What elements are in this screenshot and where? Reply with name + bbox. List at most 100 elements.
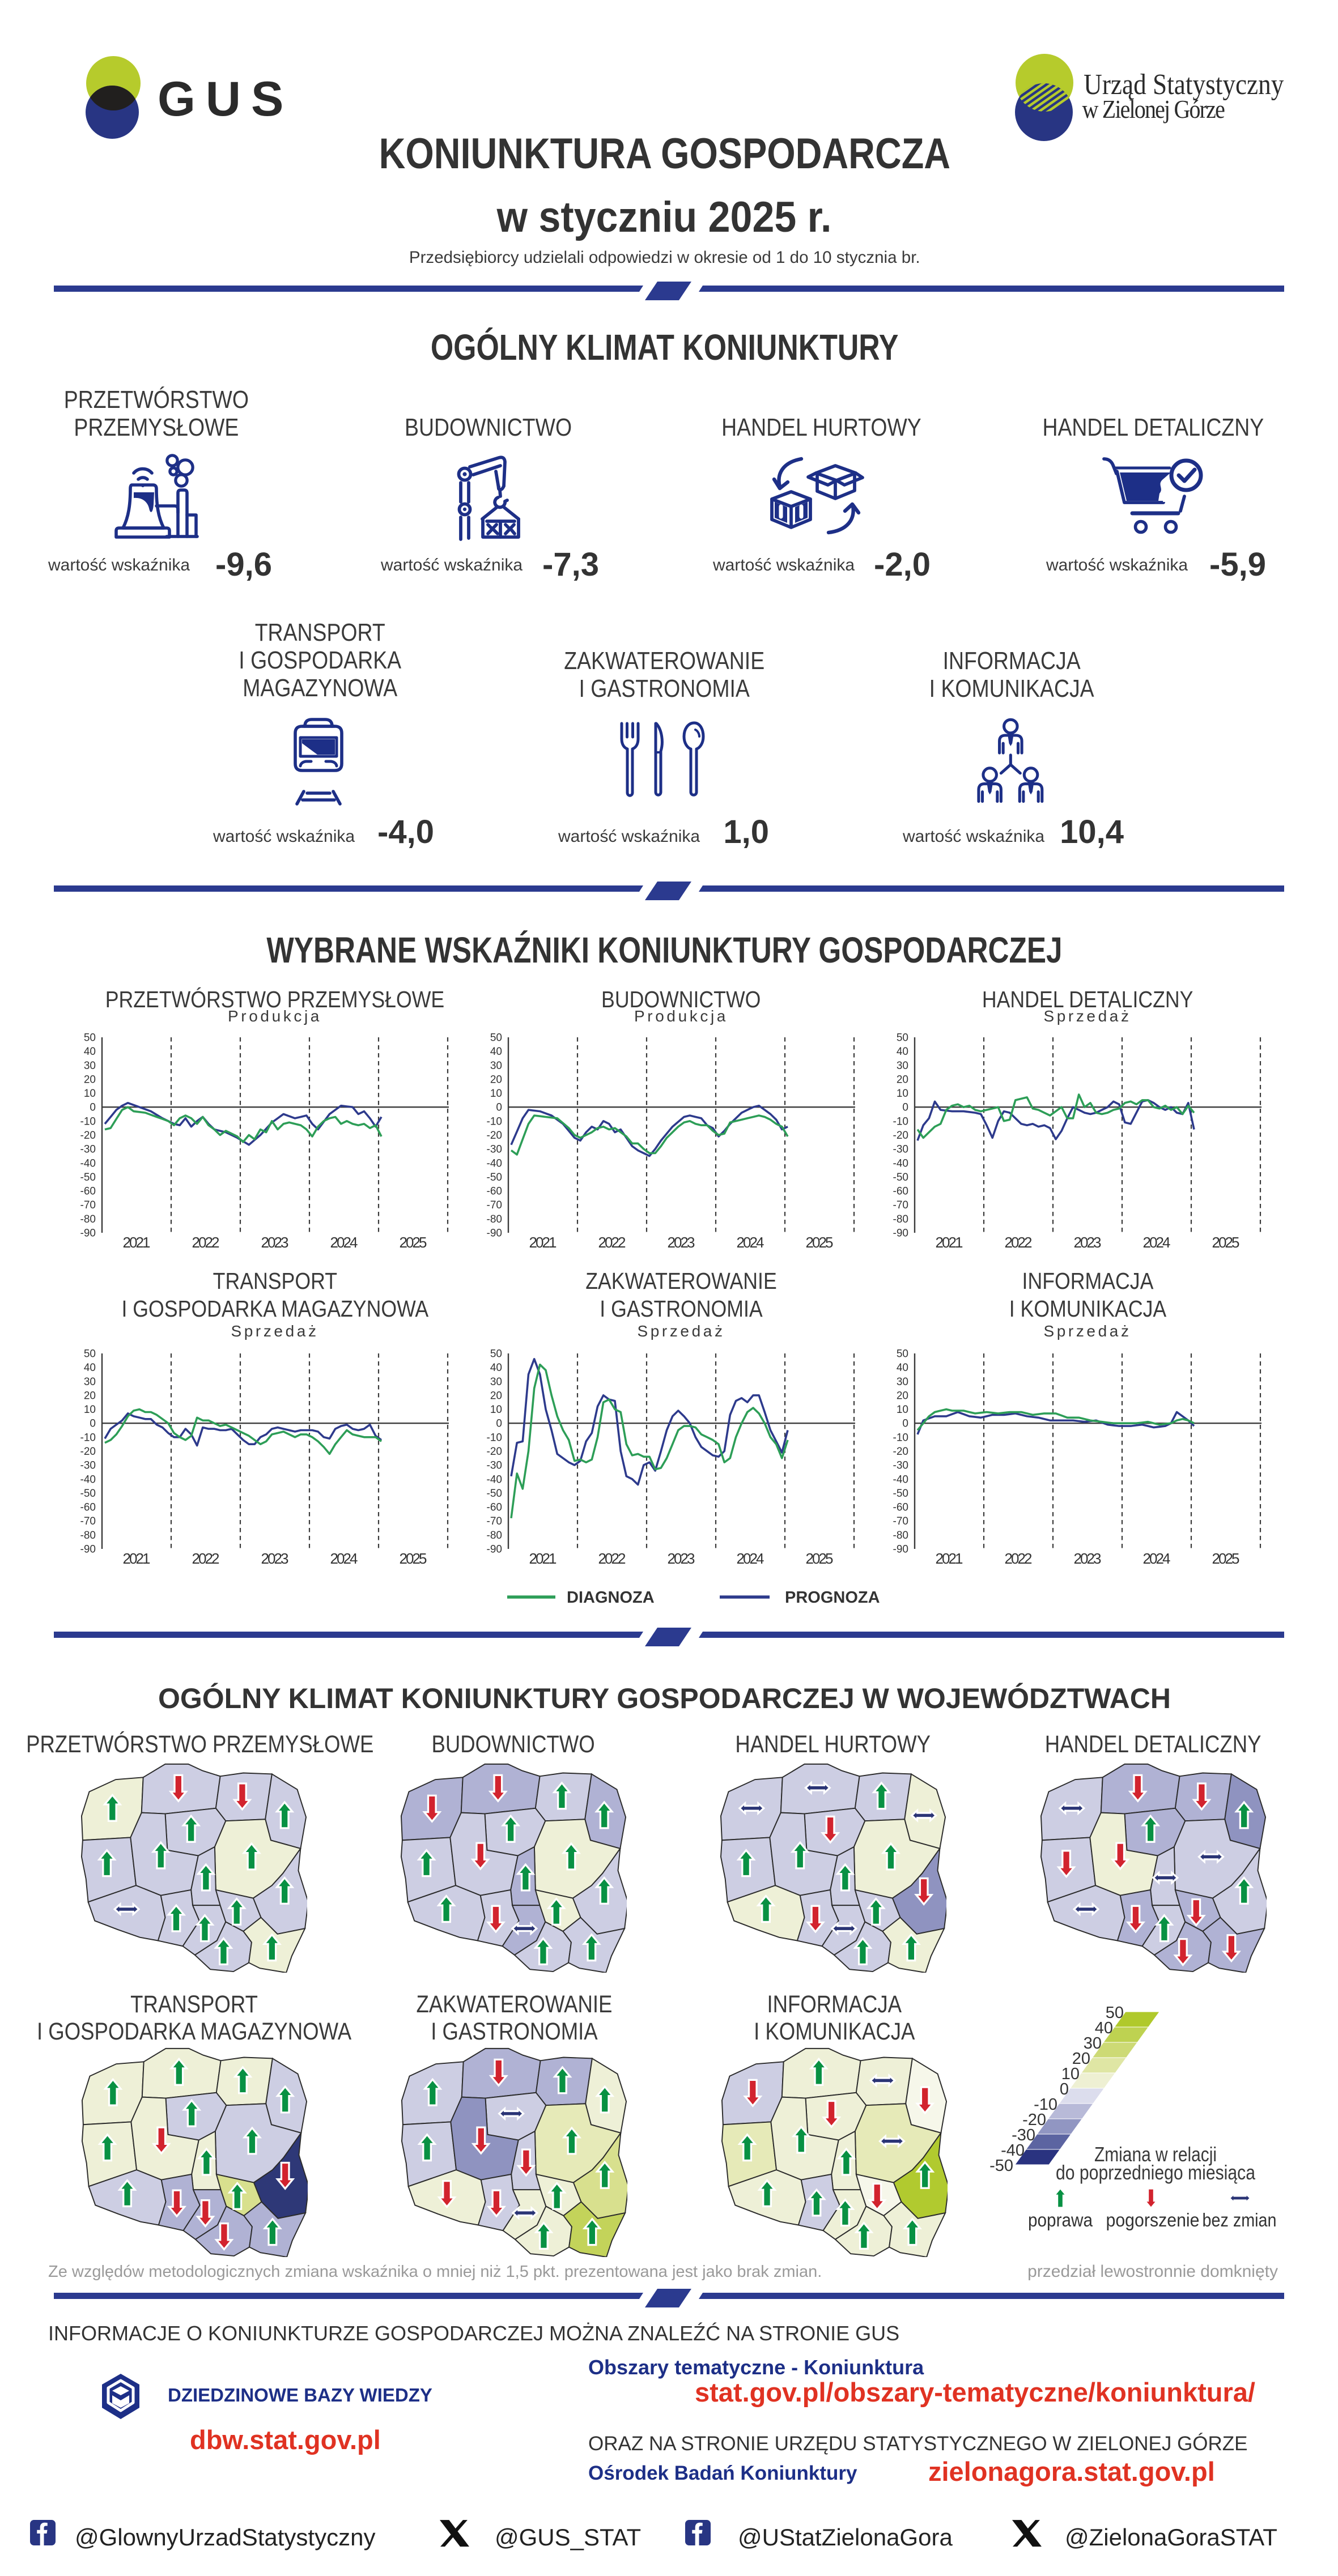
svg-text:2021: 2021: [123, 1550, 151, 1567]
svg-text:2021: 2021: [529, 1550, 557, 1567]
svg-text:10: 10: [490, 1404, 502, 1416]
svg-text:0: 0: [90, 1418, 96, 1430]
svg-text:50: 50: [84, 1348, 96, 1360]
svg-text:40: 40: [84, 1046, 96, 1058]
svg-text:-40: -40: [80, 1474, 96, 1485]
svg-text:30: 30: [897, 1060, 908, 1072]
svg-text:-80: -80: [893, 1530, 908, 1542]
svg-text:-70: -70: [893, 1199, 908, 1211]
svg-text:20: 20: [897, 1074, 908, 1085]
svg-text:-50: -50: [989, 2157, 1013, 2175]
svg-text:-70: -70: [80, 1515, 96, 1527]
svg-text:2024: 2024: [330, 1234, 358, 1251]
svg-text:0: 0: [902, 1102, 908, 1114]
svg-text:-70: -70: [893, 1515, 908, 1527]
svg-text:40: 40: [490, 1046, 502, 1058]
svg-text:0: 0: [496, 1102, 502, 1114]
svg-text:2025: 2025: [400, 1550, 427, 1567]
svg-text:20: 20: [490, 1074, 502, 1085]
svg-text:-90: -90: [893, 1228, 908, 1240]
svg-text:-90: -90: [893, 1544, 908, 1556]
svg-text:30: 30: [490, 1060, 502, 1072]
svg-text:-20: -20: [1022, 2111, 1046, 2129]
svg-text:20: 20: [897, 1390, 908, 1402]
svg-text:2022: 2022: [192, 1550, 220, 1567]
svg-text:0: 0: [496, 1418, 502, 1430]
svg-text:2021: 2021: [529, 1234, 557, 1251]
svg-text:2023: 2023: [1074, 1234, 1102, 1251]
svg-text:-80: -80: [80, 1214, 96, 1225]
svg-text:-50: -50: [487, 1488, 502, 1500]
svg-text:50: 50: [490, 1348, 502, 1360]
svg-text:-60: -60: [80, 1502, 96, 1514]
svg-text:50: 50: [897, 1348, 908, 1360]
svg-text:Urząd Statystyczny: Urząd Statystyczny: [1084, 68, 1284, 101]
svg-text:-40: -40: [487, 1474, 502, 1485]
svg-text:-10: -10: [1034, 2096, 1057, 2114]
svg-text:2024: 2024: [1143, 1550, 1171, 1567]
svg-text:-50: -50: [893, 1488, 908, 1500]
svg-text:-40: -40: [487, 1157, 502, 1169]
svg-text:bez zmian: bez zmian: [1203, 2209, 1277, 2230]
svg-text:PROGNOZA: PROGNOZA: [785, 1589, 880, 1607]
svg-text:40: 40: [490, 1362, 502, 1374]
svg-text:-80: -80: [487, 1214, 502, 1225]
svg-text:30: 30: [84, 1376, 96, 1388]
svg-text:2021: 2021: [123, 1234, 151, 1251]
svg-text:2025: 2025: [806, 1550, 834, 1567]
svg-text:2022: 2022: [1005, 1234, 1033, 1251]
svg-text:-30: -30: [893, 1144, 908, 1156]
svg-text:-60: -60: [487, 1186, 502, 1198]
svg-text:2022: 2022: [1005, 1550, 1033, 1567]
svg-text:2023: 2023: [261, 1234, 289, 1251]
svg-text:10: 10: [490, 1088, 502, 1100]
svg-text:-40: -40: [893, 1474, 908, 1485]
svg-text:-20: -20: [80, 1446, 96, 1458]
svg-text:50: 50: [490, 1032, 502, 1044]
svg-text:-30: -30: [487, 1144, 502, 1156]
svg-text:-40: -40: [1001, 2141, 1025, 2160]
svg-text:-30: -30: [1012, 2126, 1035, 2144]
svg-text:10: 10: [897, 1404, 908, 1416]
svg-text:-30: -30: [487, 1460, 502, 1472]
svg-text:pogorszenie: pogorszenie: [1106, 2209, 1200, 2230]
svg-text:40: 40: [897, 1046, 908, 1058]
svg-text:-90: -90: [487, 1228, 502, 1240]
svg-text:2025: 2025: [1212, 1234, 1240, 1251]
svg-text:2022: 2022: [192, 1234, 220, 1251]
svg-text:w Zielonej Górze: w Zielonej Górze: [1082, 96, 1225, 124]
svg-text:10: 10: [1061, 2065, 1080, 2083]
svg-text:0: 0: [902, 1418, 908, 1430]
svg-text:-20: -20: [893, 1130, 908, 1142]
svg-text:2023: 2023: [668, 1550, 695, 1567]
svg-text:2022: 2022: [598, 1234, 626, 1251]
svg-text:0: 0: [90, 1102, 96, 1114]
svg-text:20: 20: [1072, 2050, 1090, 2068]
svg-text:-20: -20: [80, 1130, 96, 1142]
svg-text:2021: 2021: [936, 1550, 963, 1567]
svg-text:GUS: GUS: [158, 72, 294, 126]
svg-text:2024: 2024: [330, 1550, 358, 1567]
svg-text:20: 20: [84, 1074, 96, 1085]
svg-text:2021: 2021: [936, 1234, 963, 1251]
svg-text:20: 20: [84, 1390, 96, 1402]
svg-text:-10: -10: [893, 1432, 908, 1444]
svg-text:-80: -80: [893, 1214, 908, 1225]
svg-text:30: 30: [490, 1376, 502, 1388]
svg-text:-30: -30: [80, 1460, 96, 1472]
svg-text:Zmiana w relacji: Zmiana w relacji: [1094, 2143, 1217, 2166]
svg-text:2023: 2023: [668, 1234, 695, 1251]
svg-text:DIAGNOZA: DIAGNOZA: [567, 1589, 655, 1607]
svg-text:-40: -40: [80, 1157, 96, 1169]
svg-text:-70: -70: [487, 1515, 502, 1527]
svg-text:30: 30: [897, 1376, 908, 1388]
svg-text:do poprzedniego miesiąca: do poprzedniego miesiąca: [1056, 2161, 1256, 2184]
svg-text:0: 0: [1060, 2080, 1069, 2098]
svg-text:-60: -60: [487, 1502, 502, 1514]
svg-text:-60: -60: [80, 1186, 96, 1198]
svg-text:-10: -10: [893, 1115, 908, 1127]
svg-text:-30: -30: [80, 1144, 96, 1156]
svg-text:2024: 2024: [737, 1550, 764, 1567]
svg-text:40: 40: [1095, 2019, 1113, 2037]
svg-text:-30: -30: [893, 1460, 908, 1472]
